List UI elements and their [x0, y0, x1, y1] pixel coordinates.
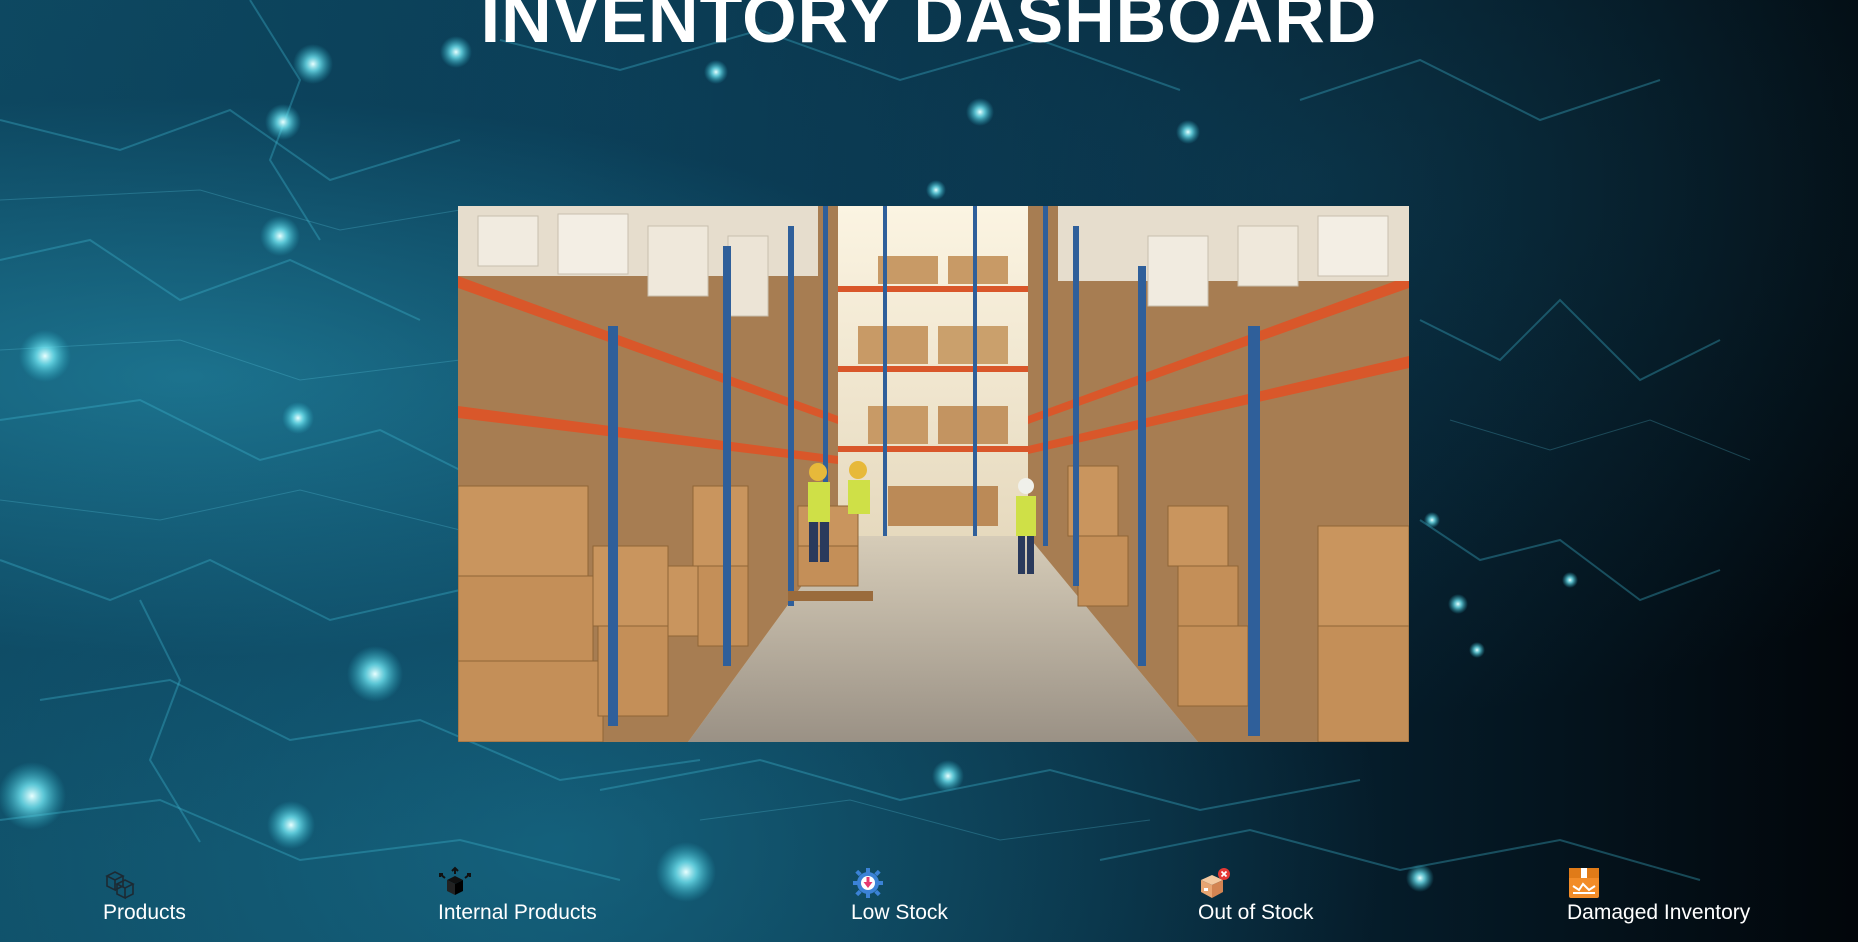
damaged-box-icon — [1567, 866, 1601, 900]
nav-item-damaged-inventory[interactable]: Damaged Inventory — [1567, 866, 1750, 925]
nav-label-out-of-stock: Out of Stock — [1198, 901, 1314, 924]
box-x-icon — [1198, 866, 1232, 900]
page-title: INVENTORY DASHBOARD — [480, 0, 1378, 57]
nav-item-internal-products[interactable]: Internal Products — [438, 866, 597, 925]
nav-label-damaged-inventory: Damaged Inventory — [1567, 901, 1751, 924]
box-arrows-icon — [438, 866, 472, 900]
warehouse-hero-image — [458, 206, 1409, 742]
nav-label-internal-products: Internal Products — [438, 901, 597, 924]
nav-item-out-of-stock[interactable]: Out of Stock — [1198, 866, 1314, 925]
gear-down-arrow-icon — [851, 866, 885, 900]
nav-item-products[interactable]: Products — [103, 866, 186, 925]
boxes-icon — [103, 866, 137, 900]
nav-item-low-stock[interactable]: Low Stock — [851, 866, 948, 925]
nav-label-products: Products — [103, 901, 186, 924]
nav-label-low-stock: Low Stock — [851, 901, 948, 924]
